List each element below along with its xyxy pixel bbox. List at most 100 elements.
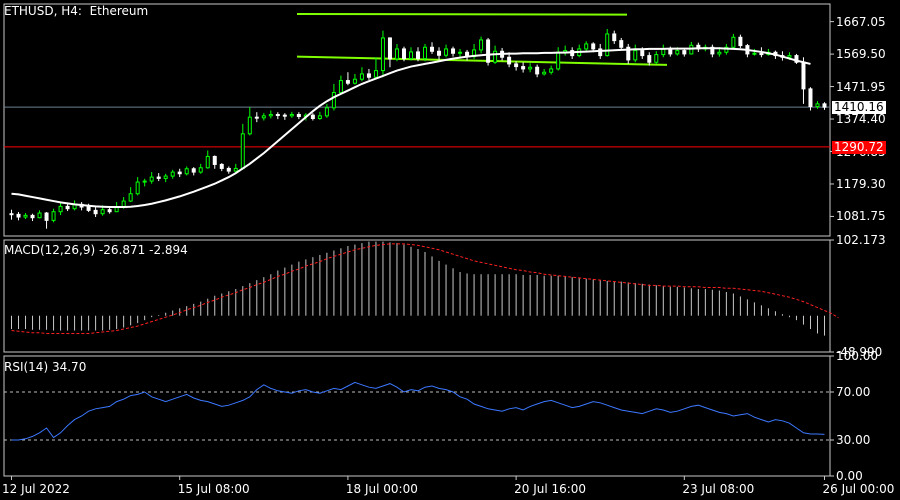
candle-body	[738, 36, 743, 47]
candle-body	[289, 114, 294, 117]
candle-body	[584, 43, 589, 50]
candle-body	[675, 50, 680, 55]
time-axis-label: 26 Jul 00:00	[822, 482, 895, 496]
moving-average-line	[11, 47, 811, 209]
candle-body	[598, 48, 603, 57]
panel-frame-1	[3, 3, 831, 237]
candle-body	[521, 66, 526, 70]
rsi-value: 34.70	[51, 360, 87, 374]
candle-body	[528, 66, 533, 70]
rsi-axis-tick-label: 70.00	[836, 385, 871, 399]
candle-body	[149, 176, 154, 182]
candle-body	[724, 46, 729, 53]
candle-body	[549, 68, 554, 73]
candle-body	[30, 214, 35, 219]
candle-body	[135, 181, 140, 195]
candle-body	[107, 209, 112, 213]
candle-body	[16, 213, 21, 218]
candle-body	[731, 36, 736, 48]
candle-body	[794, 55, 799, 63]
candle-body	[787, 55, 792, 58]
candle-body	[542, 71, 547, 75]
candle-body	[156, 176, 161, 179]
candle-body	[752, 52, 757, 55]
rsi-axis-tick-label: 0.00	[836, 469, 863, 483]
candle-body	[142, 180, 147, 183]
panel-frame-2	[3, 239, 831, 353]
candle-body	[717, 51, 722, 55]
candle-body	[458, 51, 463, 54]
candle-body	[345, 80, 350, 84]
candle-body	[801, 61, 806, 90]
candle-body	[605, 33, 610, 57]
rsi-title: RSI(14) 34.70	[4, 360, 87, 374]
price-axis-tick-label: 1179.30	[836, 176, 886, 191]
candle-body	[430, 46, 435, 52]
candle-body	[282, 114, 287, 117]
price-axis-tick-label: 1471.95	[836, 79, 886, 94]
channel-lower-line	[296, 55, 668, 66]
candles-group	[9, 28, 827, 229]
timeframe-label: H4	[61, 4, 78, 18]
candle-body	[668, 48, 673, 55]
main-chart-title: ETHUSD, H4: Ethereum	[4, 4, 149, 18]
macd-signal-line	[11, 243, 839, 334]
candle-body	[479, 39, 484, 51]
candle-body	[366, 73, 371, 78]
instrument-name: Ethereum	[89, 4, 149, 18]
macd-main-value: -26.871	[98, 243, 146, 257]
candle-body	[612, 33, 617, 42]
candle-body	[51, 211, 56, 221]
candle-body	[240, 133, 245, 169]
candle-body	[373, 70, 378, 78]
panel-frame-3	[3, 355, 831, 477]
candle-body	[310, 114, 315, 120]
candle-body	[359, 73, 364, 80]
candle-body	[493, 50, 498, 63]
time-axis-label: 15 Jul 08:00	[177, 482, 250, 496]
rsi-axis-tick-label: 30.00	[836, 433, 871, 447]
candle-body	[219, 163, 224, 169]
macd-axis-tick-label: -48.990	[836, 345, 883, 359]
candle-body	[822, 103, 827, 108]
candle-body	[212, 155, 217, 165]
candle-body	[296, 114, 301, 118]
candle-body	[163, 175, 168, 179]
candle-body	[759, 52, 764, 56]
candle-body	[535, 66, 540, 75]
candle-body	[93, 209, 98, 215]
candle-body	[815, 103, 820, 108]
rsi-line	[11, 381, 825, 441]
candle-body	[486, 39, 491, 63]
candle-body	[44, 212, 49, 221]
candle-body	[647, 55, 652, 63]
candle-body	[401, 48, 406, 60]
candle-body	[640, 50, 645, 57]
price-axis-tick-label: 1081.75	[836, 209, 886, 224]
candle-body	[254, 116, 259, 119]
candle-body	[556, 51, 561, 70]
candle-body	[591, 43, 596, 50]
candle-body	[177, 171, 182, 175]
candle-body	[9, 213, 14, 216]
candle-body	[170, 171, 175, 177]
candle-body	[394, 48, 399, 60]
level-price-tag: 1290.72	[832, 140, 886, 154]
current-price-tag: 1410.16	[832, 101, 886, 115]
candle-body	[408, 51, 413, 60]
candle-body	[633, 50, 638, 61]
candle-body	[86, 206, 91, 211]
macd-signal-value: -2.894	[149, 243, 188, 257]
candle-body	[451, 48, 456, 54]
candle-body	[100, 209, 105, 215]
candle-body	[654, 54, 659, 63]
time-axis-label: 18 Jul 00:00	[345, 482, 418, 496]
price-axis-tick-label: 1569.50	[836, 47, 886, 62]
candle-body	[247, 116, 252, 135]
candle-body	[205, 155, 210, 169]
candle-body	[198, 167, 203, 173]
candle-body	[380, 37, 385, 72]
time-axis-label: 20 Jul 16:00	[514, 482, 587, 496]
candle-body	[444, 48, 449, 56]
